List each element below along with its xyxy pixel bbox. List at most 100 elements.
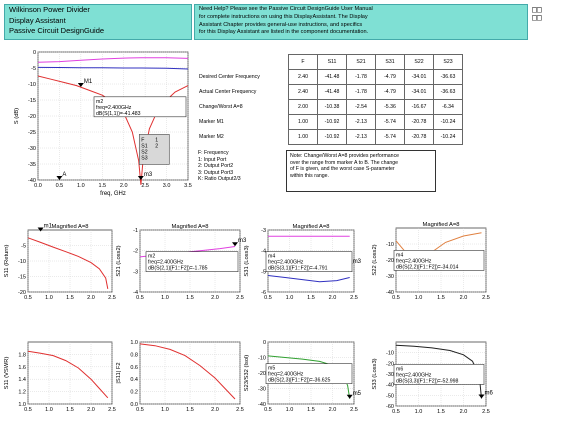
help-line-2: for complete instructions on using this … [199,13,368,20]
y-tick-label: -5 [31,66,36,72]
note-line: within this range. [290,172,329,179]
y-tick-label: -10 [28,82,36,88]
note-line: over the range from marker A to B. The c… [290,159,399,166]
x-tick-label: 1.0 [161,295,169,301]
table-header-row: F S11 S21 S31 S22 S23 [196,54,463,70]
y-tick-label: 0.2 [130,390,138,396]
table-row: Desired Center Frequency 2.40 -41.48 -1.… [196,69,463,85]
x-tick-label: 1.0 [161,407,169,413]
marker-readout-line: m4 [268,254,275,260]
cell: -6.34 [433,99,463,115]
legend-line: 2: Output Port2 [198,163,234,170]
cell: -2.13 [346,114,376,130]
y-tick-label: 1.4 [18,377,26,383]
marker-readout-box [93,96,187,118]
y-tick-label: 1.6 [18,365,26,371]
x-tick-label: 0.5 [56,183,64,189]
y-tick-label: -30 [386,372,394,378]
x-tick-label: 1.5 [66,407,74,413]
y-axis-label: S (dB) [14,108,20,124]
bracket-box [138,134,170,165]
table-row: Marker M1 1.00 -10.92 -2.13 -5.74 -20.78… [196,114,463,130]
x-tick-label: 2.5 [482,409,490,415]
bracket-label: S3 [141,155,147,161]
y-tick-label: 1.2 [18,390,26,396]
legend-key: F: Frequency 1: Input Port 2: Output Por… [198,150,278,196]
x-tick-label: 2.5 [141,183,149,189]
y-tick-label: -20 [258,371,266,377]
bracket-label: 2 [155,143,158,149]
y-tick-label: 1.8 [18,352,26,358]
help-line-3: Assistant Chapter provides general-use i… [199,21,363,28]
x-tick-label: 2.5 [236,407,244,413]
cell: 1.00 [288,129,318,145]
series-line-0 [27,237,109,289]
marker-readout-line: m4 [396,252,403,258]
marker-readout-line: m2 [96,99,103,105]
help-line-1: Need Help? Please see the Passive Circui… [199,6,373,12]
title-line-3: Passive Circuit DesignGuide [9,26,105,35]
x-tick-label: 1.5 [307,407,315,413]
y-tick-label: -40 [386,290,394,296]
cell: -5.74 [375,129,405,145]
cell: -5.36 [375,99,405,115]
bracket-label: F [141,137,144,143]
chart-s22: 0.5 1.0 1.5 2.0 2.5 -10 -20 -30 -40 Magnified A=8… [372,222,490,301]
marker-readout-line: dB(S(3,1)[F1::F2])=-4.791 [268,266,328,272]
marker-label: m1 [44,224,53,230]
x-tick-label: 0.5 [392,409,400,415]
y-tick-label: -5 [261,269,266,275]
marker-readout-box [393,250,485,271]
chart-main: 0.0 0.5 1.0 1.5 2.0 2.5 3.0 3.5 0 -5 -10 -15 -20 -25 -… [14,50,192,197]
marker-readout-box [393,364,485,385]
marker-readout-line: dB(S(2,3)[F1::F2])=-36.625 [268,378,331,384]
x-tick-label: 1.5 [98,183,106,189]
y-tick-label: -2 [133,249,138,255]
chart-s21: 0.5 1.0 1.5 2.0 2.5 -1 -2 -3 -4 Magnified A=8 S21 … [116,224,247,301]
table-row: Marker M2 1.00 -10.92 -2.13 -5.74 -20.78… [196,129,463,145]
chart-s31: 0.5 1.0 1.5 2.0 2.5 -3 -4 -5 -6 Magnified A=8 S31 … [244,224,362,301]
row-label: Actual Center Frequency [199,89,257,95]
cell: -10.92 [317,129,347,145]
col-header: S22 [404,54,434,70]
chart-title: Magnified A=8 [423,222,460,228]
series-line-0 [139,343,236,400]
note-box: Note: Change/Worst A=8 provides performa… [286,150,436,192]
y-tick-label: 0 [263,340,266,346]
help-line-4: for this Display Assistant are listed in… [199,29,369,36]
cell: 2.40 [288,69,318,85]
x-tick-label: 1.0 [415,409,423,415]
bracket-label: S1 [141,143,147,149]
x-tick-label: 0.5 [24,407,32,413]
chart-s23: 0.5 1.0 1.5 2.0 2.5 0 -10 -20 -30 -40 S23/S32 (Iso… [244,340,362,413]
cell: -36.63 [433,69,463,85]
y-tick-label: -10 [386,242,394,248]
row-label: Marker M2 [199,134,224,140]
cell: -10.24 [433,129,463,145]
marker-readout-line: m2 [148,254,155,260]
y-tick-label: 0.0 [130,402,138,408]
marker-readout-box [265,251,353,272]
minimize-icon[interactable]: □□ [532,5,542,14]
x-tick-label: 1.0 [286,295,294,301]
marker-triangle [37,227,44,232]
x-tick-label: 0.5 [24,295,32,301]
title-line-1: Wilkinson Power Divider [9,5,90,14]
x-tick-label: 1.5 [66,295,74,301]
y-axis-label: S33 (Loss3) [372,358,378,389]
window-controls: □□ □□ [532,6,542,22]
x-tick-label: 1.5 [307,295,315,301]
marker-readout-line: dB(S(3,3)[F1::F2])=-52.998 [396,378,459,384]
y-tick-label: -40 [258,402,266,408]
cell: -16.67 [404,99,434,115]
x-tick-label: 0.5 [136,295,144,301]
x-tick-label: 2.0 [120,183,128,189]
y-tick-label: -1 [133,228,138,234]
marker-triangle [346,394,353,399]
y-tick-label: -3 [133,269,138,275]
y-tick-label: -4 [261,249,266,255]
restore-icon[interactable]: □□ [532,13,542,22]
x-tick-label: 1.5 [186,407,194,413]
x-tick-label: 0.5 [264,407,272,413]
